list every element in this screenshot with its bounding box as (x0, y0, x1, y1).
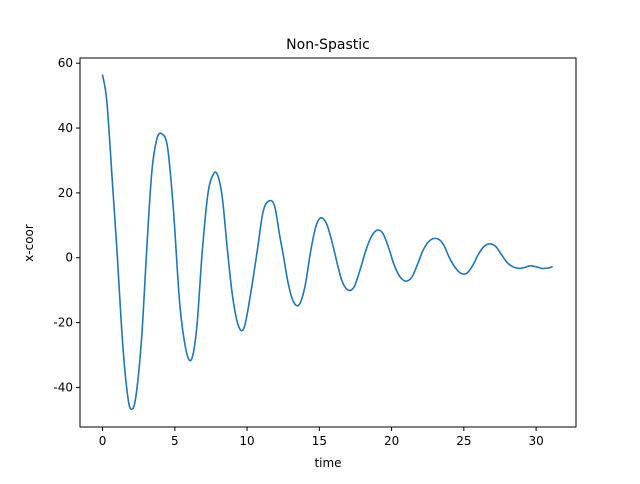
x-tick-label: 15 (312, 434, 327, 448)
plot-frame (79, 57, 577, 428)
y-tick-label: 60 (58, 56, 73, 70)
axis-ticks: 0 5 10 15 20 25 30 -40 -20 0 20 40 60 (53, 56, 543, 448)
chart-title: Non-Spastic (286, 37, 370, 53)
x-tick-label: 30 (528, 434, 543, 448)
x-tick-label: 25 (456, 434, 471, 448)
x-tick-label: 5 (171, 434, 179, 448)
y-tick-label: -20 (53, 316, 73, 330)
y-tick-label: -40 (53, 380, 73, 394)
x-tick-label: 0 (99, 434, 107, 448)
y-tick-label: 0 (65, 251, 73, 265)
series-layer (101, 74, 553, 410)
x-tick-label: 20 (384, 434, 399, 448)
x-axis-label: time (314, 456, 341, 470)
y-axis-label: x-coor (22, 224, 36, 262)
y-tick-label: 40 (58, 121, 73, 135)
series-line (101, 74, 553, 410)
x-tick-label: 10 (239, 434, 254, 448)
y-tick-label: 20 (58, 186, 73, 200)
